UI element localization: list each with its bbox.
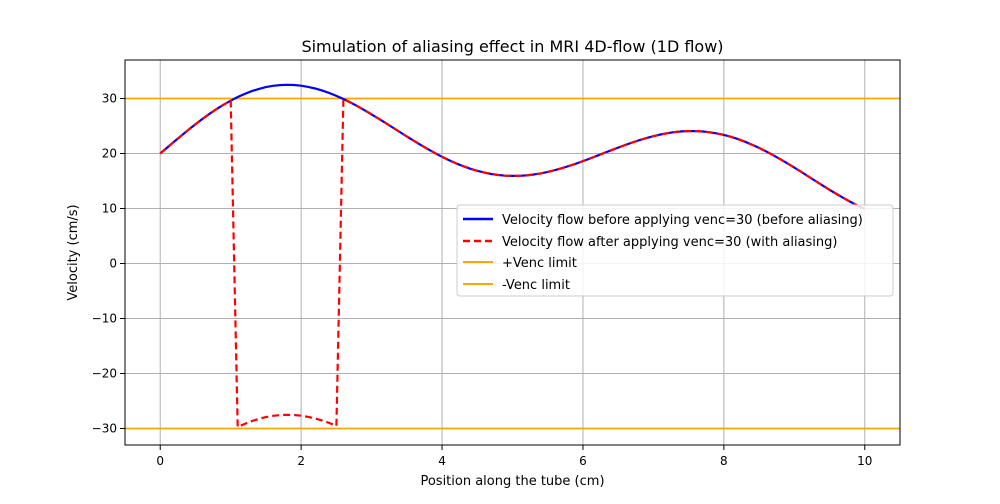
axis-ticks: 0 2 4 6 8 10 −30 −20 −10 0 10 20 30 (92, 92, 873, 469)
legend-label-original: Velocity flow before applying venc=30 (b… (502, 213, 863, 228)
x-tick-label: 4 (438, 454, 446, 468)
chart-title: Simulation of aliasing effect in MRI 4D-… (301, 37, 723, 56)
y-axis-label: Velocity (cm/s) (66, 204, 81, 300)
x-tick-label: 6 (579, 454, 587, 468)
x-tick-label: 8 (720, 454, 728, 468)
series-line-before-aliasing (159, 83, 866, 211)
y-tick-label: −20 (92, 367, 117, 381)
x-tick-label: 2 (297, 454, 305, 468)
x-axis-label: Position along the tube (cm) (420, 474, 604, 489)
legend-label-plus-venc: +Venc limit (502, 256, 577, 271)
y-tick-label: 30 (102, 92, 117, 106)
legend-box (456, 204, 894, 297)
y-tick-label: 20 (102, 147, 117, 161)
chart-legend: Velocity flow before applying venc=30 (b… (456, 204, 894, 297)
data-series (125, 83, 900, 430)
plot-area-frame (124, 59, 901, 446)
y-tick-label: −10 (92, 312, 117, 326)
x-tick-label: 0 (156, 454, 164, 468)
y-tick-label: 0 (109, 257, 117, 271)
y-tick-label: 10 (102, 202, 117, 216)
legend-label-aliased: Velocity flow after applying venc=30 (wi… (502, 235, 837, 250)
legend-label-minus-venc: -Venc limit (502, 278, 570, 293)
series-line-with-aliasing (159, 97, 866, 429)
x-tick-label: 10 (857, 454, 872, 468)
y-tick-label: −30 (92, 422, 117, 436)
